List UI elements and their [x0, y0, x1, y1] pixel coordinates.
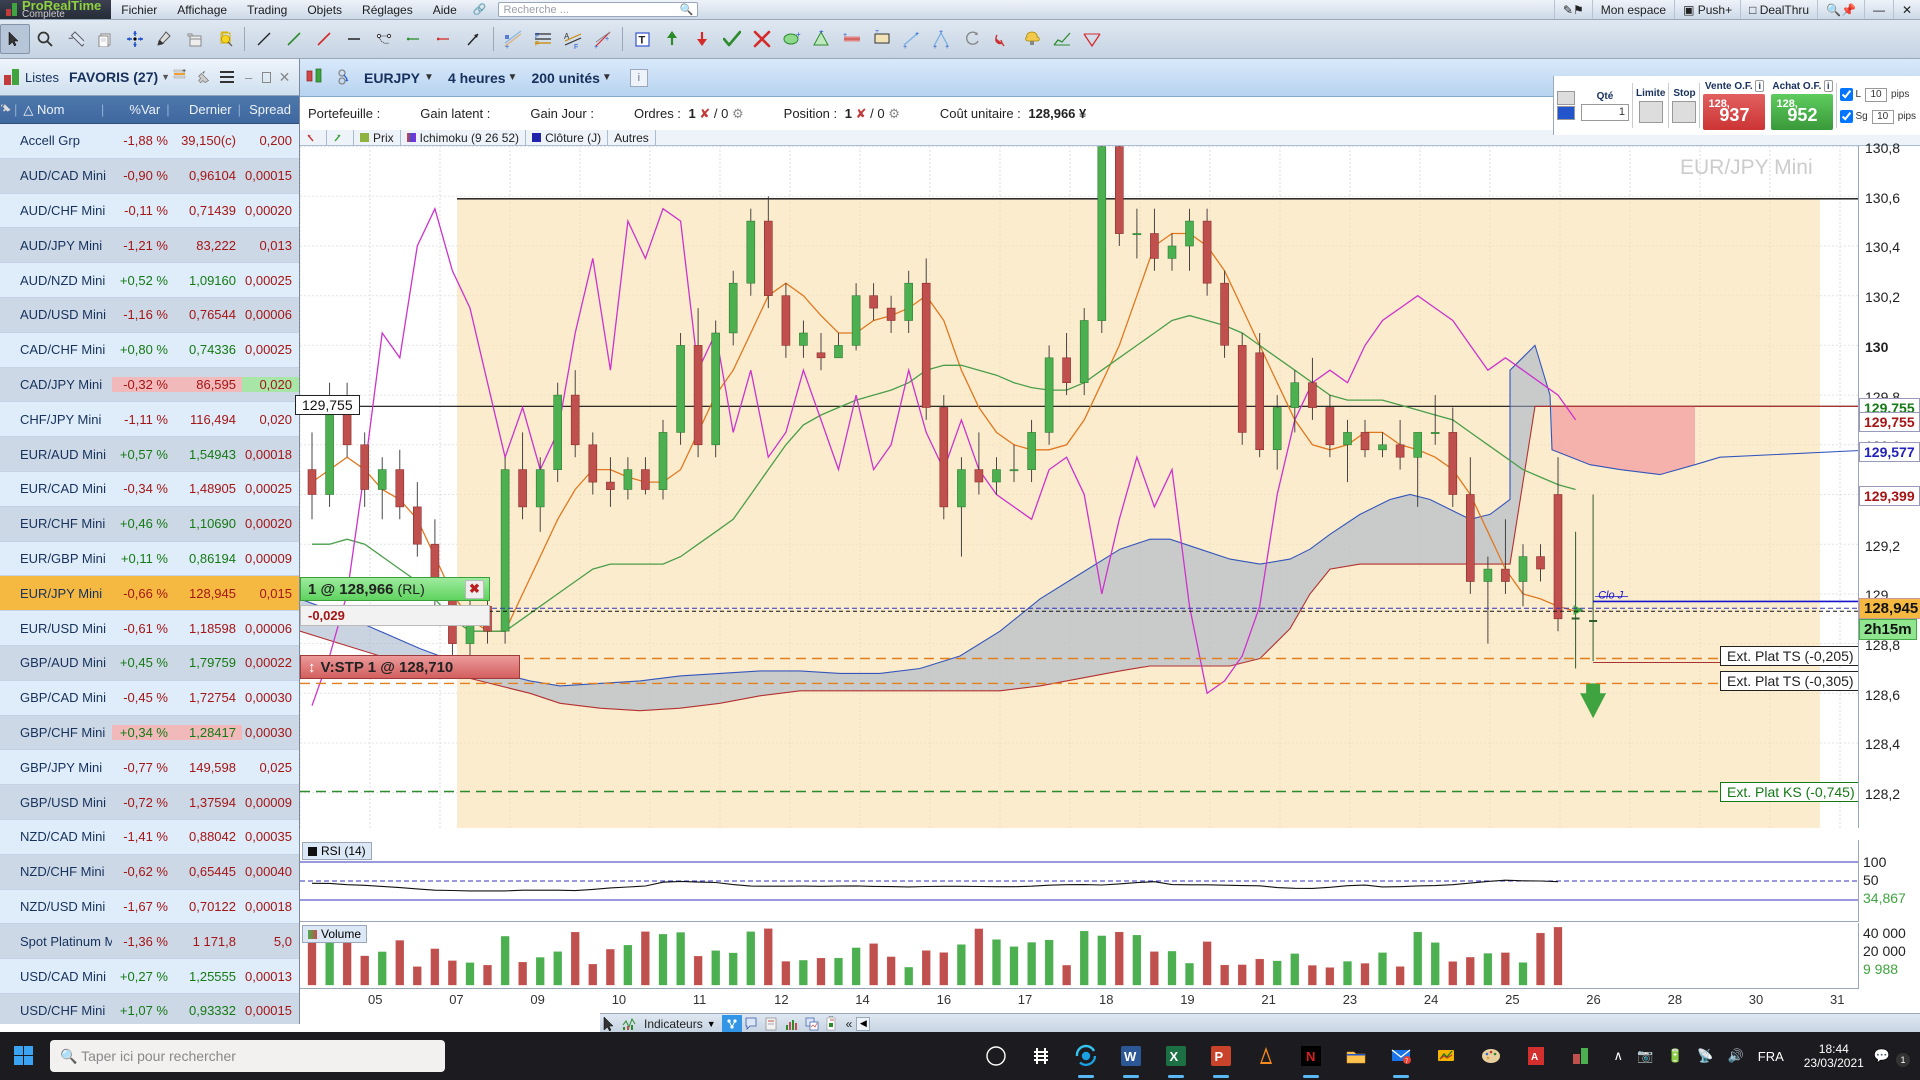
svg-text:A: A: [1531, 1052, 1538, 1063]
svg-text:+: +: [182, 69, 186, 75]
svg-text:N: N: [1306, 1049, 1315, 1064]
svg-text:P: P: [1214, 1049, 1223, 1064]
svg-text:X: X: [1169, 1049, 1178, 1064]
svg-text:Clo J: Clo J: [1598, 589, 1624, 601]
svg-text:W: W: [1124, 1049, 1137, 1064]
